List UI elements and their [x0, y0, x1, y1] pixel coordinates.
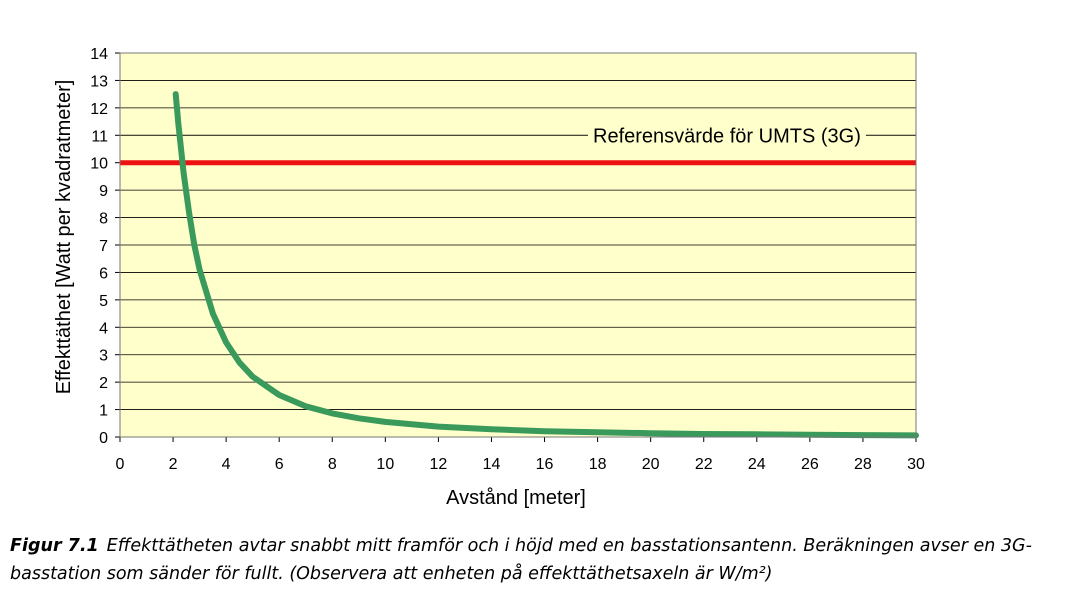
y-tick-label: 10: [90, 156, 108, 173]
x-tick-label: 24: [748, 456, 766, 473]
y-tick-label: 9: [99, 183, 108, 200]
x-tick-label: 4: [222, 456, 231, 473]
reference-label-background: [588, 125, 866, 148]
plot-border: [119, 52, 917, 438]
x-tick-label: 16: [536, 456, 554, 473]
y-tick-label: 4: [99, 320, 108, 337]
y-tick-label: 11: [91, 128, 108, 145]
x-tick-label: 28: [854, 456, 872, 473]
x-tick-label: 20: [642, 456, 660, 473]
x-tick-label: 6: [275, 456, 284, 473]
y-tick-label: 2: [99, 375, 108, 392]
series-line: [172, 91, 919, 439]
figure-caption: Figur 7.1 Effekttätheten avtar snabbt mit…: [10, 532, 1080, 588]
y-tick-label: 0: [99, 430, 108, 447]
x-tick-label: 2: [169, 456, 178, 473]
x-tick-label: 18: [589, 456, 607, 473]
reference-label: Referensvärde för UMTS (3G): [593, 125, 861, 147]
y-tick-label: 7: [99, 238, 108, 255]
x-axis-title: Avstånd [meter]: [446, 487, 586, 509]
x-tick-label: 30: [907, 456, 925, 473]
y-tick-label: 13: [90, 73, 108, 90]
x-tick-label: 12: [430, 456, 448, 473]
y-tick-label: 1: [99, 403, 108, 420]
x-axis-ticks: 0 2 4 6 8 10 12 14 16 18 20 22 24 26 28 30: [116, 437, 925, 473]
x-tick-label: 0: [116, 456, 125, 473]
x-tick-label: 8: [328, 456, 337, 473]
x-tick-label: 22: [695, 456, 713, 473]
y-tick-label: 3: [99, 348, 108, 365]
x-tick-label: 14: [483, 456, 501, 473]
y-axis-title: Effekttäthet [Watt per kvadratmeter]: [53, 80, 75, 395]
caption-text: Effekttätheten avtar snabbt mitt framför…: [10, 536, 1032, 584]
caption-label: Figur 7.1: [10, 536, 99, 556]
y-tick-label: 12: [90, 101, 108, 118]
x-tick-label: 26: [801, 456, 819, 473]
y-tick-label: 14: [90, 46, 108, 63]
y-tick-label: 8: [99, 211, 108, 228]
y-tick-label: 5: [99, 293, 108, 310]
y-tick-label: 6: [99, 265, 108, 282]
x-tick-label: 10: [376, 456, 394, 473]
